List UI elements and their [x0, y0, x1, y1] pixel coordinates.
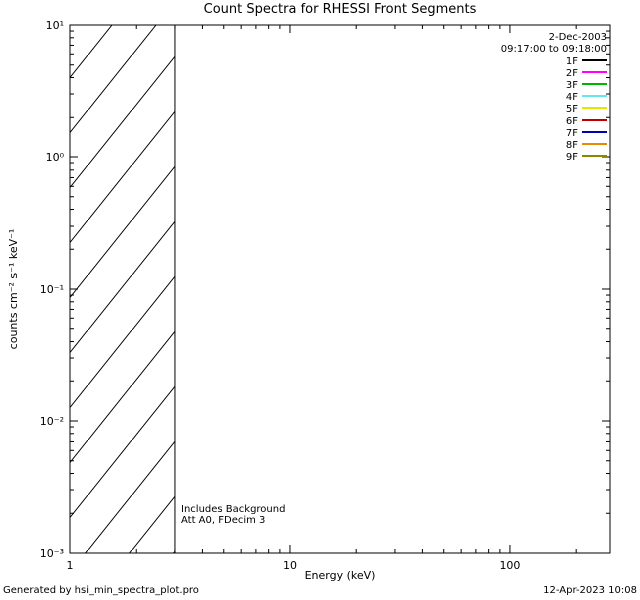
tick-labels-group: 1 10 100 10⁻³ 10⁻² 10⁻¹ 10⁰ 10¹ [40, 19, 521, 572]
axes-group [69, 24, 611, 554]
legend-label-8F: 8F [566, 140, 578, 151]
legend-label-4F: 4F [566, 92, 578, 103]
legend-label-2F: 2F [566, 68, 578, 79]
x-tick-label: 10 [283, 559, 297, 572]
hatch-group [69, 24, 176, 554]
y-tick-label: 10⁻² [40, 415, 64, 428]
observation-time-range: 09:17:00 to 09:18:00 [501, 44, 607, 55]
observation-date: 2-Dec-2003 [549, 32, 607, 43]
legend-label-9F: 9F [566, 152, 578, 163]
annotation-includes-background: Includes Background [181, 504, 285, 515]
y-tick-label: 10⁻³ [40, 547, 64, 560]
x-axis-label: Energy (keV) [305, 569, 376, 582]
hatched-region [69, 24, 176, 554]
x-tick-label: 100 [499, 559, 520, 572]
annotation-attenuator: Att A0, FDecim 3 [181, 515, 265, 526]
legend-label-7F: 7F [566, 128, 578, 139]
x-tick-label: 1 [67, 559, 74, 572]
y-tick-label: 10¹ [46, 19, 64, 32]
y-tick-label: 10⁰ [46, 151, 65, 164]
footer-timestamp: 12-Apr-2023 10:08 [543, 585, 637, 596]
chart-title: Count Spectra for RHESSI Front Segments [204, 2, 477, 17]
footer-generator: Generated by hsi_min_spectra_plot.pro [3, 585, 199, 596]
y-tick-label: 10⁻¹ [40, 283, 64, 296]
y-axis-label: counts cm⁻² s⁻¹ keV⁻¹ [7, 229, 20, 350]
legend-label-1F: 1F [566, 56, 578, 67]
legend-label-6F: 6F [566, 116, 578, 127]
legend-label-5F: 5F [566, 104, 578, 115]
legend-label-3F: 3F [566, 80, 578, 91]
